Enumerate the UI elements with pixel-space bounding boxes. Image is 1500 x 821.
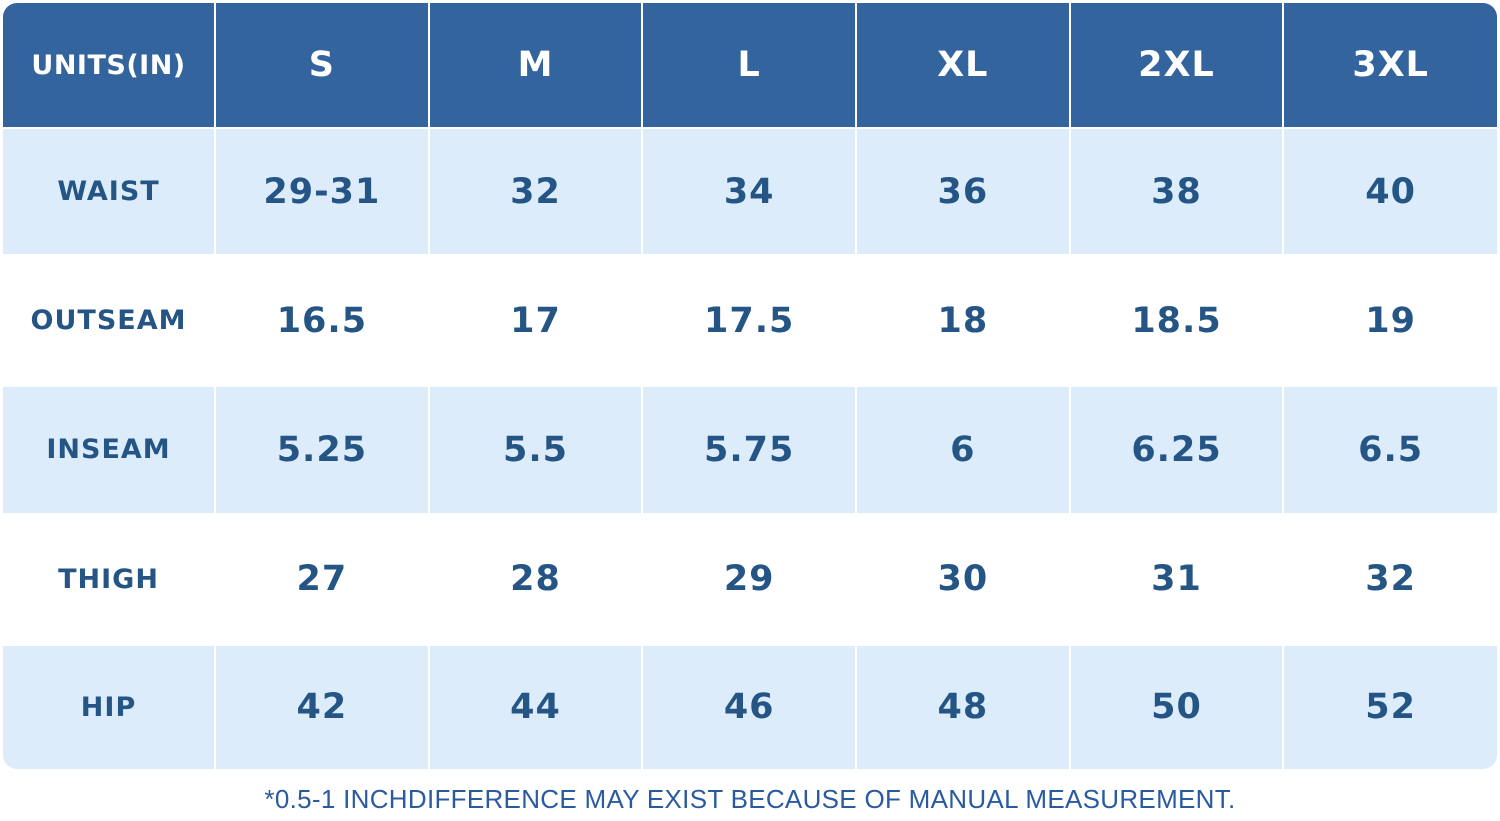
table-cell: 44 xyxy=(428,644,644,769)
table-cell: 18.5 xyxy=(1069,255,1285,387)
header-row: UNITS(IN) S M L XL 2XL 3XL xyxy=(3,3,1497,129)
table-cell: 46 xyxy=(642,644,858,769)
table-cell: 6 xyxy=(856,385,1071,517)
table-cell: 52 xyxy=(1283,644,1497,769)
table-cell: 28 xyxy=(428,514,644,646)
table-cell: 29 xyxy=(642,514,858,646)
table-cell: 18 xyxy=(856,255,1071,387)
table-row-outseam: OUTSEAM 16.5 17 17.5 18 18.5 19 xyxy=(3,255,1497,387)
table-cell: 48 xyxy=(856,644,1071,769)
table-row-hip: HIP 42 44 46 48 50 52 xyxy=(3,644,1497,769)
table-cell: 36 xyxy=(856,128,1071,258)
row-label: THIGH xyxy=(3,514,217,646)
table-row-inseam: INSEAM 5.25 5.5 5.75 6 6.25 6.5 xyxy=(3,385,1497,517)
table-cell: 32 xyxy=(1283,514,1497,646)
units-header: UNITS(IN) xyxy=(3,3,217,129)
size-header-3xl: 3XL xyxy=(1283,3,1497,129)
size-header-l: L xyxy=(642,3,858,129)
table-cell: 6.5 xyxy=(1283,385,1497,517)
size-header-2xl: 2XL xyxy=(1069,3,1285,129)
table-cell: 5.5 xyxy=(428,385,644,517)
table-cell: 5.75 xyxy=(642,385,858,517)
row-label: OUTSEAM xyxy=(3,255,217,387)
table-cell: 29-31 xyxy=(215,128,430,258)
table-cell: 19 xyxy=(1283,255,1497,387)
row-label: WAIST xyxy=(3,128,217,258)
table-cell: 5.25 xyxy=(215,385,430,517)
size-header-xl: XL xyxy=(856,3,1071,129)
table-cell: 31 xyxy=(1069,514,1285,646)
measurement-footnote: *0.5-1 INCHDIFFERENCE MAY EXIST BECAUSE … xyxy=(264,784,1236,814)
table-cell: 17.5 xyxy=(642,255,858,387)
size-header-m: M xyxy=(428,3,644,129)
table-cell: 17 xyxy=(428,255,644,387)
table-cell: 34 xyxy=(642,128,858,258)
size-chart: UNITS(IN) S M L XL 2XL 3XL WAIST 29-31 3… xyxy=(3,3,1497,769)
table-cell: 32 xyxy=(428,128,644,258)
table-cell: 27 xyxy=(215,514,430,646)
table-cell: 50 xyxy=(1069,644,1285,769)
table-cell: 30 xyxy=(856,514,1071,646)
table-cell: 38 xyxy=(1069,128,1285,258)
table-row-waist: WAIST 29-31 32 34 36 38 40 xyxy=(3,128,1497,258)
table-cell: 16.5 xyxy=(215,255,430,387)
size-table: UNITS(IN) S M L XL 2XL 3XL WAIST 29-31 3… xyxy=(3,3,1497,769)
row-label: INSEAM xyxy=(3,385,217,517)
table-row-thigh: THIGH 27 28 29 30 31 32 xyxy=(3,514,1497,646)
table-cell: 6.25 xyxy=(1069,385,1285,517)
table-cell: 40 xyxy=(1283,128,1497,258)
size-header-s: S xyxy=(215,3,430,129)
table-cell: 42 xyxy=(215,644,430,769)
row-label: HIP xyxy=(3,644,217,769)
